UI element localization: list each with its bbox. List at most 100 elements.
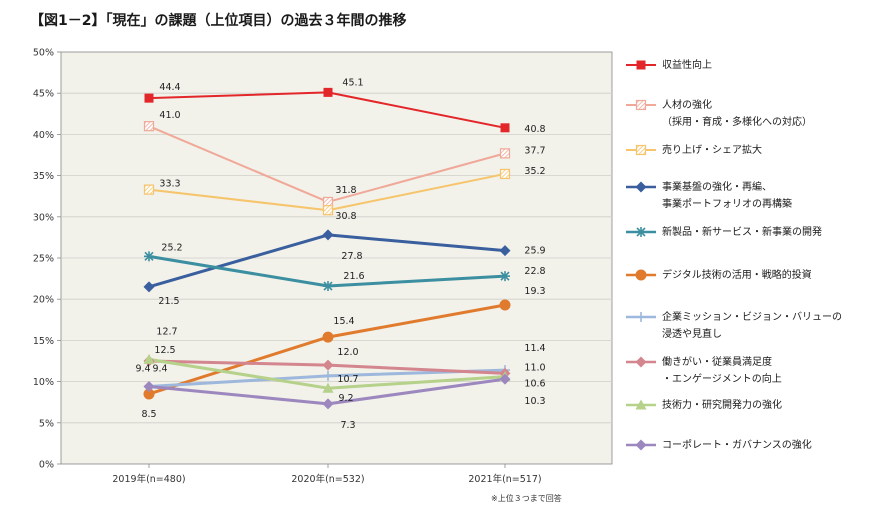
data-label: 10.7 [337,374,358,385]
legend-item: 事業基盤の強化・再編、 事業ポートフォリオの再構築 [624,180,886,214]
data-label: 8.5 [141,409,156,420]
data-point [143,281,155,293]
legend-swatch [626,99,656,111]
data-label: 41.0 [159,110,180,121]
y-tick-label: 0% [39,460,54,471]
legend-marker [636,312,646,322]
legend-marker [636,60,646,70]
legend-swatch [626,356,656,368]
legend-marker [635,181,647,193]
data-label: 15.4 [333,316,354,327]
y-tick-label: 45% [33,89,54,100]
x-tick-label: 2020年(n=532) [291,473,364,485]
data-point [144,251,154,262]
data-label: 45.1 [342,77,363,88]
data-point [322,331,334,343]
data-point [499,373,511,385]
data-point [322,382,334,393]
data-label: 21.5 [158,296,179,307]
data-label: 31.8 [335,185,356,196]
data-point [144,93,154,103]
legend-swatch [626,60,656,70]
data-point [143,121,155,132]
data-point [323,370,333,381]
y-tick-label: 25% [33,254,54,265]
y-tick-label: 15% [33,336,54,347]
y-tick-label: 20% [33,295,54,306]
data-point [143,353,155,364]
footnote: ※上位３つまで回答 [491,494,562,503]
legend-swatch [626,312,656,322]
data-label: 30.8 [335,211,356,222]
data-label: 11.4 [524,343,545,354]
legend-swatch [626,439,656,451]
data-point [322,205,334,216]
data-point [143,184,155,195]
data-point [500,123,510,133]
legend-marker [635,356,647,368]
data-label: 35.2 [524,166,545,177]
legend-swatch [626,399,656,410]
data-label: 12.0 [337,347,358,358]
data-label: 11.0 [524,362,545,373]
legend-swatch [626,269,656,281]
legend-item: 売り上げ・シェア拡大 [624,143,886,177]
data-point [143,381,155,393]
data-label: 19.3 [524,286,545,297]
legend-item: 働きがい・従業員満足度 ・エンゲージメントの向上 [624,355,886,389]
legend-label: 新製品・新サービス・新事業の開発 [662,227,822,238]
legend-swatch [626,144,656,156]
legend-item: 企業ミッション・ビジョン・バリューの 浸透や見直し [624,310,886,344]
chart-title: 【図1－2】「現在」の課題（上位項目）の過去３年間の推移 [30,13,407,29]
x-tick-label: 2021年(n=517) [468,473,541,485]
data-label: 12.7 [156,326,177,337]
y-tick-label: 10% [33,377,54,388]
data-point [322,359,334,371]
data-point [499,168,511,180]
data-label: 25.9 [524,246,545,257]
legend-marker [635,399,647,410]
y-tick-label: 5% [39,418,54,429]
data-label: 9.4 [135,364,150,375]
legend-label: 企業ミッション・ビジョン・バリューの 浸透や見直し [662,312,842,340]
legend-label: 事業基盤の強化・再編、 事業ポートフォリオの再構築 [662,182,792,210]
legend-swatch [626,181,656,193]
legend-label: デジタル技術の活用・戦略的投資 [662,270,812,281]
data-point [499,299,511,311]
data-point [323,281,333,292]
y-tick-label: 30% [33,212,54,223]
data-point [500,271,510,282]
legend-label: 人材の強化 （採用・育成・多様化への対応） [662,100,812,128]
legend-item: 収益性向上 [624,58,886,92]
data-point [323,87,333,97]
legend-marker [635,99,647,111]
legend-marker [635,439,647,451]
y-tick-label: 35% [33,171,54,182]
data-label: 44.4 [159,82,180,93]
legend-label: 技術力・研究開発力の強化 [662,400,782,411]
legend-marker [636,227,646,237]
legend-item: 技術力・研究開発力の強化 [624,398,886,432]
data-label: 33.3 [159,179,180,190]
data-point [322,398,334,410]
legend-marker [635,144,647,156]
data-label: 37.7 [524,145,545,156]
data-label: 22.8 [524,266,545,277]
data-label: 9.2 [338,393,353,404]
legend-swatch [626,227,656,237]
legend-item: 人材の強化 （採用・育成・多様化への対応） [624,98,886,132]
legend-label: 収益性向上 [662,60,712,71]
data-point [499,245,511,257]
legend-label: コーポレート・ガバナンスの強化 [662,440,812,451]
legend-item: デジタル技術の活用・戦略的投資 [624,268,886,302]
data-point [143,388,155,400]
data-point [322,229,334,241]
data-label: 25.2 [161,242,182,253]
legend-label: 働きがい・従業員満足度 ・エンゲージメントの向上 [662,357,782,385]
data-label: 9.4 [152,364,167,375]
data-label: 21.6 [343,271,364,282]
data-label: 40.8 [524,124,545,135]
data-label: 10.3 [524,396,545,407]
data-label: 12.5 [154,345,175,356]
